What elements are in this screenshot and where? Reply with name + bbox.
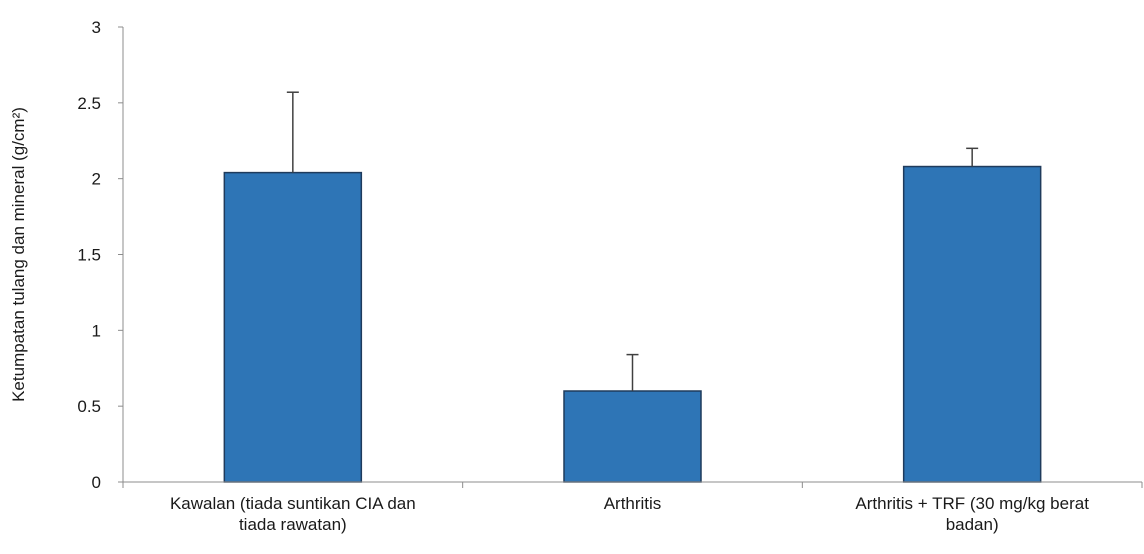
- error-bars-layer: [286, 91, 979, 391]
- x-tick-label: Kawalan (tiada suntikan CIA dan tiada raw…: [170, 494, 416, 534]
- bar: [563, 390, 702, 483]
- bar: [902, 165, 1042, 483]
- y-tick-label: 3: [92, 18, 101, 37]
- x-tick-label: Arthritis + TRF (30 mg/kg berat badan): [855, 494, 1089, 534]
- y-tick-label: 1: [92, 321, 101, 340]
- error-bar: [286, 91, 299, 173]
- y-tick-label: 1.5: [77, 246, 101, 265]
- y-tick-label: 2: [92, 170, 101, 189]
- y-tick-label: 0.5: [77, 397, 101, 416]
- y-tick-label: 0: [92, 473, 101, 492]
- error-bar: [626, 353, 639, 391]
- bars-layer: [223, 165, 1042, 483]
- x-ticks: Kawalan (tiada suntikan CIA dan tiada raw…: [122, 482, 1143, 534]
- bar: [223, 171, 363, 483]
- y-tick-label: 2.5: [77, 94, 101, 113]
- y-ticks: 0 0.5 1 1.5 2 2.5 3: [77, 18, 123, 492]
- y-axis-title: Ketumpatan tulang dan mineral (g/cm²): [9, 107, 28, 402]
- x-tick-label: Arthritis: [604, 494, 662, 513]
- error-bar: [966, 147, 979, 167]
